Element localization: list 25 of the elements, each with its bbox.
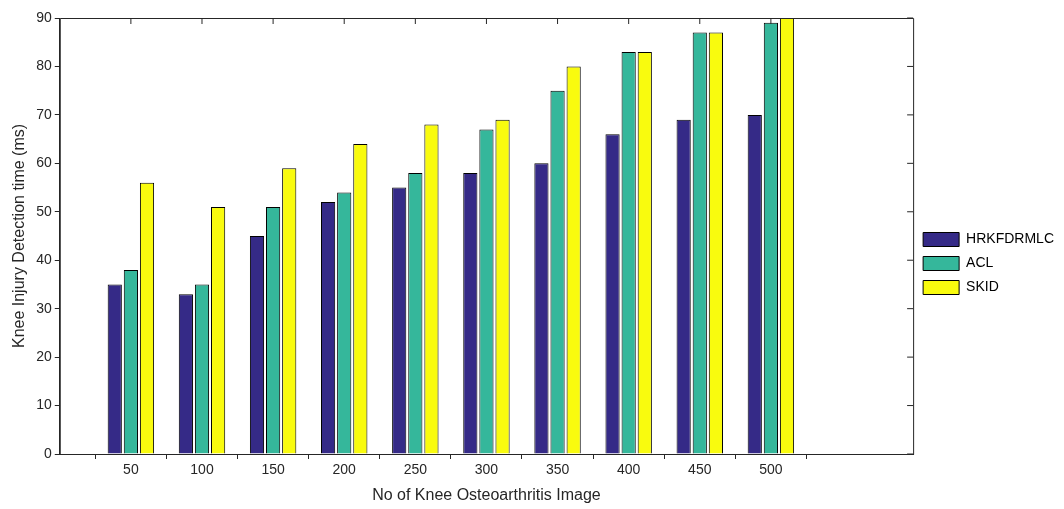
y-tick-label: 50 <box>36 202 52 219</box>
x-tick-label: 100 <box>190 461 214 478</box>
y-axis-title: Knee Injury Detection time (ms) <box>10 123 28 349</box>
legend-label: ACL <box>966 254 994 271</box>
x-axis-title: No of Knee Osteoarthritis Image <box>372 485 601 503</box>
legend-label: HRKFDRMLC <box>966 230 1054 247</box>
x-tick-label: 200 <box>332 461 357 478</box>
y-tick-label: 80 <box>36 57 52 74</box>
legend-label: SKID <box>966 278 999 295</box>
y-tick-label: 0 <box>43 444 52 461</box>
x-tick-label: 500 <box>759 461 783 478</box>
x-tick-label: 250 <box>403 461 428 478</box>
y-tick-label: 40 <box>36 251 52 268</box>
y-tick-label: 30 <box>36 299 52 316</box>
x-tick-label: 350 <box>545 461 570 478</box>
y-tick-label: 60 <box>36 154 52 171</box>
x-tick-label: 400 <box>616 461 641 478</box>
y-tick-label: 10 <box>36 396 52 413</box>
y-tick-label: 70 <box>36 105 52 122</box>
x-tick-label: 150 <box>261 461 285 478</box>
x-tick-label: 300 <box>474 461 499 478</box>
y-tick-label: 90 <box>36 8 52 25</box>
x-tick-label: 450 <box>688 461 712 478</box>
x-tick-label: 50 <box>123 461 139 478</box>
y-tick-label: 20 <box>36 347 52 364</box>
